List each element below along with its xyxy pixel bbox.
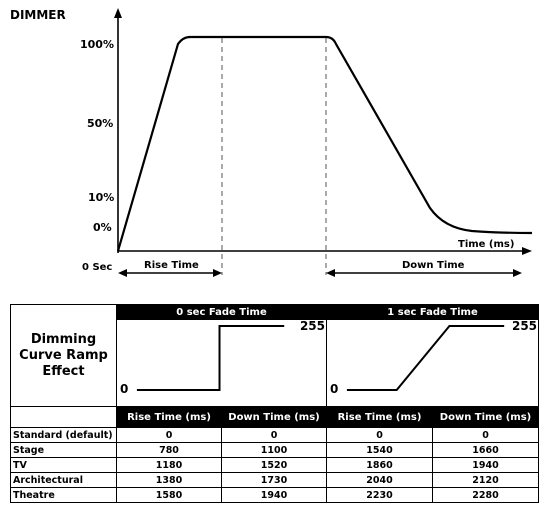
row-label: TV — [10, 457, 117, 473]
cell-value: 1940 — [220, 487, 328, 503]
fade-1-header: 1 sec Fade Time — [326, 304, 540, 320]
col-header-down-0: Down Time (ms) — [220, 406, 328, 428]
x-origin-label: 0 Sec — [82, 262, 112, 273]
table-row: Stage 780 1100 1540 1660 — [10, 442, 540, 458]
cell-value: 1380 — [116, 472, 222, 488]
cell-value: 780 — [116, 442, 222, 458]
col-header-rise-0: Rise Time (ms) — [116, 406, 222, 428]
cell-value: 2040 — [326, 472, 434, 488]
dimmer-curve — [116, 35, 533, 252]
tick-label-10: 10% — [88, 191, 114, 204]
cell-value: 1100 — [220, 442, 328, 458]
column-header-blank — [10, 406, 117, 428]
dimmer-diagram: DIMMER 100% 50% 10% 0% 0 Sec Time (ms) R… — [10, 8, 533, 277]
ramp-effect-table: Dimming Curve Ramp Effect 0 sec Fade Tim… — [10, 304, 540, 503]
curve-0sec — [136, 325, 285, 391]
cell-value: 2280 — [432, 487, 540, 503]
curve-1sec-low-label: 0 — [330, 382, 339, 396]
cell-value: 0 — [220, 427, 328, 443]
dimming-curve-ramp-effect-label: Dimming Curve Ramp Effect — [10, 304, 117, 407]
x-axis-label: Time (ms) — [458, 239, 514, 250]
table-row: TV 1180 1520 1860 1940 — [10, 457, 540, 473]
cell-value: 0 — [326, 427, 434, 443]
tick-label-100: 100% — [80, 38, 114, 51]
cell-value: 1860 — [326, 457, 434, 473]
cell-value: 1940 — [432, 457, 540, 473]
cell-value: 0 — [116, 427, 222, 443]
fade-0-header: 0 sec Fade Time — [115, 304, 328, 320]
col-header-down-1: Down Time (ms) — [432, 406, 540, 428]
cell-value: 0 — [432, 427, 540, 443]
chart-title: DIMMER — [10, 8, 66, 22]
col-header-rise-1: Rise Time (ms) — [326, 406, 434, 428]
cell-value: 1660 — [432, 442, 540, 458]
row-label: Theatre — [10, 487, 117, 503]
tick-label-0: 0% — [93, 221, 112, 234]
row-label: Standard (default) — [10, 427, 117, 443]
curve-1sec-high-label: 255 — [511, 319, 538, 333]
rise-arrow-right — [213, 269, 222, 277]
x-axis-arrow — [522, 247, 532, 255]
curve-0sec-high-label: 255 — [299, 319, 326, 333]
cell-value: 1580 — [116, 487, 222, 503]
down-arrow-right — [513, 269, 522, 277]
down-arrow-left — [326, 269, 335, 277]
table-row: Theatre 1580 1940 2230 2280 — [10, 487, 540, 503]
cell-value: 1520 — [220, 457, 328, 473]
table-row: Architectural 1380 1730 2040 2120 — [10, 472, 540, 488]
cell-value: 2230 — [326, 487, 434, 503]
cell-value: 1730 — [220, 472, 328, 488]
row-label: Stage — [10, 442, 117, 458]
tick-label-50: 50% — [87, 117, 113, 130]
curve-1sec-cell: 0 255 — [326, 319, 540, 407]
down-time-label: Down Time — [402, 260, 465, 271]
y-axis-arrow — [114, 8, 122, 18]
rise-arrow-left — [118, 269, 127, 277]
table-row: Standard (default) 0 0 0 0 — [10, 427, 540, 443]
row-label: Architectural — [10, 472, 117, 488]
cell-value: 2120 — [432, 472, 540, 488]
curve-0sec-low-label: 0 — [120, 382, 129, 396]
cell-value: 1540 — [326, 442, 434, 458]
curve-1sec — [346, 325, 505, 391]
curve-0sec-cell: 0 255 — [115, 319, 328, 407]
rise-time-label: Rise Time — [144, 260, 199, 271]
cell-value: 1180 — [116, 457, 222, 473]
